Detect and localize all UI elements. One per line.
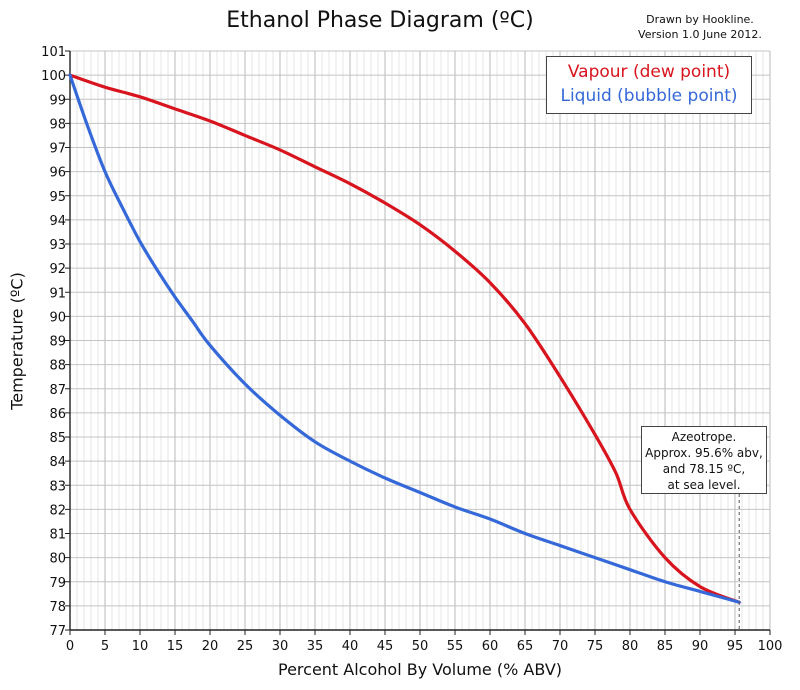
series-lines	[68, 73, 741, 604]
x-tick-label: 40	[342, 639, 359, 654]
y-tick-label: 81	[49, 528, 66, 543]
y-tick-label: 94	[49, 214, 66, 229]
y-tick-label: 95	[49, 190, 66, 205]
x-tick-label: 70	[552, 639, 569, 654]
y-tick-label: 91	[49, 286, 66, 301]
x-tick-label: 100	[758, 639, 783, 654]
y-tick-label: 98	[49, 117, 66, 132]
y-tick-label: 86	[49, 407, 66, 422]
x-tick-label: 10	[132, 639, 149, 654]
y-tick-label: 99	[49, 93, 66, 108]
legend: Vapour (dew point) Liquid (bubble point)	[546, 56, 752, 114]
y-tick-label: 87	[49, 383, 66, 398]
x-tick-label: 85	[657, 639, 674, 654]
credit-line-1: Drawn by Hookline.	[646, 13, 754, 26]
y-axis-label: Temperature (ºC)	[7, 272, 27, 410]
axes	[65, 50, 771, 635]
x-tick-label: 75	[587, 639, 604, 654]
y-tick-labels: 77 78 79 80 81 82 83 84 85 86 87 88 89 90 91 92 93 94 95 96…	[41, 45, 66, 639]
x-tick-label: 0	[66, 639, 74, 654]
x-tick-label: 95	[727, 639, 744, 654]
y-tick-label: 88	[49, 359, 66, 374]
y-tick-label: 83	[49, 479, 66, 494]
x-tick-label: 20	[202, 639, 219, 654]
y-tick-label: 84	[49, 455, 66, 470]
x-tick-label: 35	[307, 639, 324, 654]
x-tick-label: 25	[237, 639, 254, 654]
y-tick-label: 96	[49, 166, 66, 181]
y-tick-label: 101	[41, 45, 66, 60]
y-tick-label: 79	[49, 576, 66, 591]
x-tick-labels: 0 5 10 15 20 25 30 35 40 45 50 55 60 65 70 75 80 85 90 95 10…	[66, 639, 783, 654]
y-tick-label: 100	[41, 69, 66, 84]
x-tick-label: 60	[482, 639, 499, 654]
y-tick-label: 92	[49, 262, 66, 277]
y-tick-label: 85	[49, 431, 66, 446]
x-tick-label: 55	[447, 639, 464, 654]
annotation-line-2: Approx. 95.6% abv,	[645, 446, 763, 460]
x-tick-label: 30	[272, 639, 289, 654]
x-tick-label: 50	[412, 639, 429, 654]
x-tick-label: 15	[167, 639, 184, 654]
x-tick-label: 90	[692, 639, 709, 654]
y-tick-label: 97	[49, 142, 66, 157]
grid-lines	[69, 50, 771, 631]
y-tick-label: 78	[49, 600, 66, 615]
credit-line-2: Version 1.0 June 2012.	[638, 28, 762, 41]
x-axis-label: Percent Alcohol By Volume (% ABV)	[278, 660, 562, 679]
legend-entry-liquid: Liquid (bubble point)	[560, 86, 738, 106]
azeotrope-annotation: Azeotrope. Approx. 95.6% abv, and 78.15 …	[641, 426, 767, 494]
chart-title: Ethanol Phase Diagram (ºC)	[226, 8, 534, 33]
y-tick-label: 80	[49, 552, 66, 567]
annotation-line-4: at sea level.	[667, 478, 741, 492]
y-tick-label: 89	[49, 335, 66, 350]
y-tick-label: 93	[49, 238, 66, 253]
liquid-bubble-point-line	[68, 73, 741, 604]
y-tick-label: 77	[49, 624, 66, 639]
y-tick-label: 90	[49, 310, 66, 325]
annotation-line-1: Azeotrope.	[671, 430, 737, 444]
credit-text: Drawn by Hookline. Version 1.0 June 2012…	[600, 12, 800, 42]
y-tick-label: 82	[49, 503, 66, 518]
legend-entry-vapour: Vapour (dew point)	[567, 62, 731, 82]
x-tick-label: 65	[517, 639, 534, 654]
x-tick-label: 45	[377, 639, 394, 654]
x-tick-label: 80	[622, 639, 639, 654]
annotation-line-3: and 78.15 ºC,	[662, 462, 746, 476]
x-tick-label: 5	[101, 639, 109, 654]
vapour-dew-point-line	[68, 73, 741, 604]
